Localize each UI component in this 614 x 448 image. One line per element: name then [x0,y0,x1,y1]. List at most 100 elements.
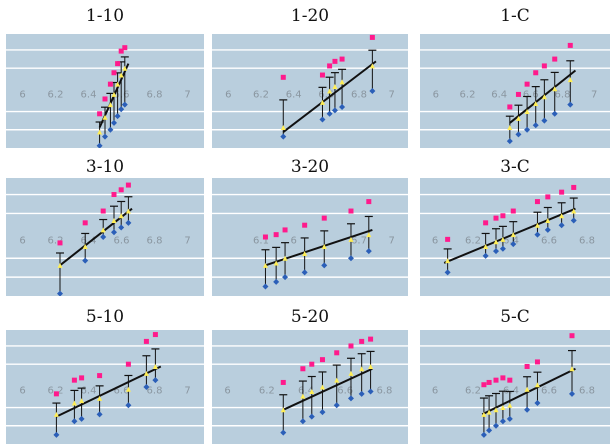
upper-point [567,42,573,48]
plot-area: 6 6.2 6.4 6.6 6.8 7 [212,34,408,148]
middle-point [481,411,487,417]
middle-point [321,243,327,249]
fit-line [282,60,377,133]
upper-point [300,366,306,372]
middle-point [262,262,268,268]
upper-point [348,343,354,349]
upper-point [515,91,521,97]
middle-point [486,409,492,415]
lower-point [125,402,132,409]
middle-point [348,370,354,376]
upper-point [559,189,565,195]
upper-point [143,338,149,344]
lower-point [347,255,354,262]
middle-point [107,102,113,108]
upper-point [524,363,530,369]
lower-point [493,248,499,255]
lower-point [570,217,577,224]
lower-point [331,107,338,114]
x-tick-label: 6.8 [579,235,595,246]
lower-point [510,241,517,248]
upper-point [262,234,268,240]
upper-point [524,81,530,87]
x-tick-label: 6 [225,89,231,100]
x-tick-label: 6.6 [541,235,557,246]
chart-title: 3-20 [290,157,330,177]
upper-point [302,222,308,228]
x-tick-label: 6.4 [81,235,97,246]
chart-panel: 5-C 6 6.2 6.4 6.6 6.8 [420,307,610,444]
x-tick-label: 6.2 [48,385,64,396]
x-tick-label: 6.4 [491,89,507,100]
chart-panel: 3-20 6.1 6 6.7 7 [212,157,408,296]
upper-point [79,375,85,381]
x-tick-label: 6.1 [253,235,269,246]
fit-line [443,207,576,264]
upper-point [309,361,315,367]
x-tick-label: 6.7 [351,235,367,246]
chart-title: 1-C [500,6,530,26]
middle-point [483,243,489,249]
middle-point [280,407,286,413]
chart-title: 1-20 [290,6,330,26]
middle-point [334,377,340,383]
middle-point [57,262,63,268]
lower-point [558,222,565,229]
x-tick-label: 6.2 [460,89,476,100]
lower-point [82,257,89,264]
x-tick-label: 6.8 [147,385,163,396]
plot-background [420,34,610,148]
middle-point [82,243,88,249]
lower-point [319,409,326,416]
lower-point [358,390,365,397]
plot-background [212,330,408,444]
chart-panel: 5-10 6 6.2 6.4 6.6 6.8 7 [6,307,204,444]
lower-point [107,126,114,133]
upper-point [122,45,128,51]
plot-background [420,330,610,444]
middle-point [545,217,551,223]
chart-title: 1-10 [85,6,125,26]
upper-point [111,70,117,76]
upper-point [493,377,499,383]
lower-point [308,413,315,420]
x-tick-label: 6.8 [555,89,571,100]
lower-point [100,234,107,240]
upper-point [115,61,121,67]
middle-point [515,115,521,121]
upper-point [71,377,77,383]
middle-point [125,208,131,214]
upper-point [57,240,63,246]
upper-point [53,391,59,397]
lower-point [534,399,541,406]
upper-point [571,184,577,190]
lower-point [319,116,326,123]
lower-point [506,415,513,422]
x-tick-label: 6.4 [298,385,314,396]
middle-point [567,77,573,83]
lower-point [544,226,551,233]
lower-point [569,390,575,397]
x-tick-label: 7 [184,89,190,100]
upper-point [334,350,340,356]
upper-point [510,208,516,214]
upper-point [507,104,513,110]
middle-point [534,382,540,388]
middle-point [102,114,108,120]
chart-panel: 1-C 6 6.2 6.4 6.6 6.8 7 [420,6,610,148]
upper-point [319,72,325,78]
plot-area: 6 6.2 6.4 6.6 6.8 7 [420,34,610,148]
chart-panel: 5-20 6 6.2 6.4 6.6 6.8 [212,307,408,444]
middle-point [282,255,288,261]
lower-point [282,274,289,281]
middle-point [500,405,506,411]
middle-point [71,400,77,406]
upper-point [107,81,113,87]
chart-panel: 1-20 6 6.2 6.4 6.6 6.8 7 [212,6,408,148]
x-tick-label: 7 [591,89,597,100]
plot-background [212,178,408,296]
lower-point [78,415,85,422]
lower-point [118,224,125,231]
middle-point [122,65,128,71]
lower-point [143,384,150,390]
